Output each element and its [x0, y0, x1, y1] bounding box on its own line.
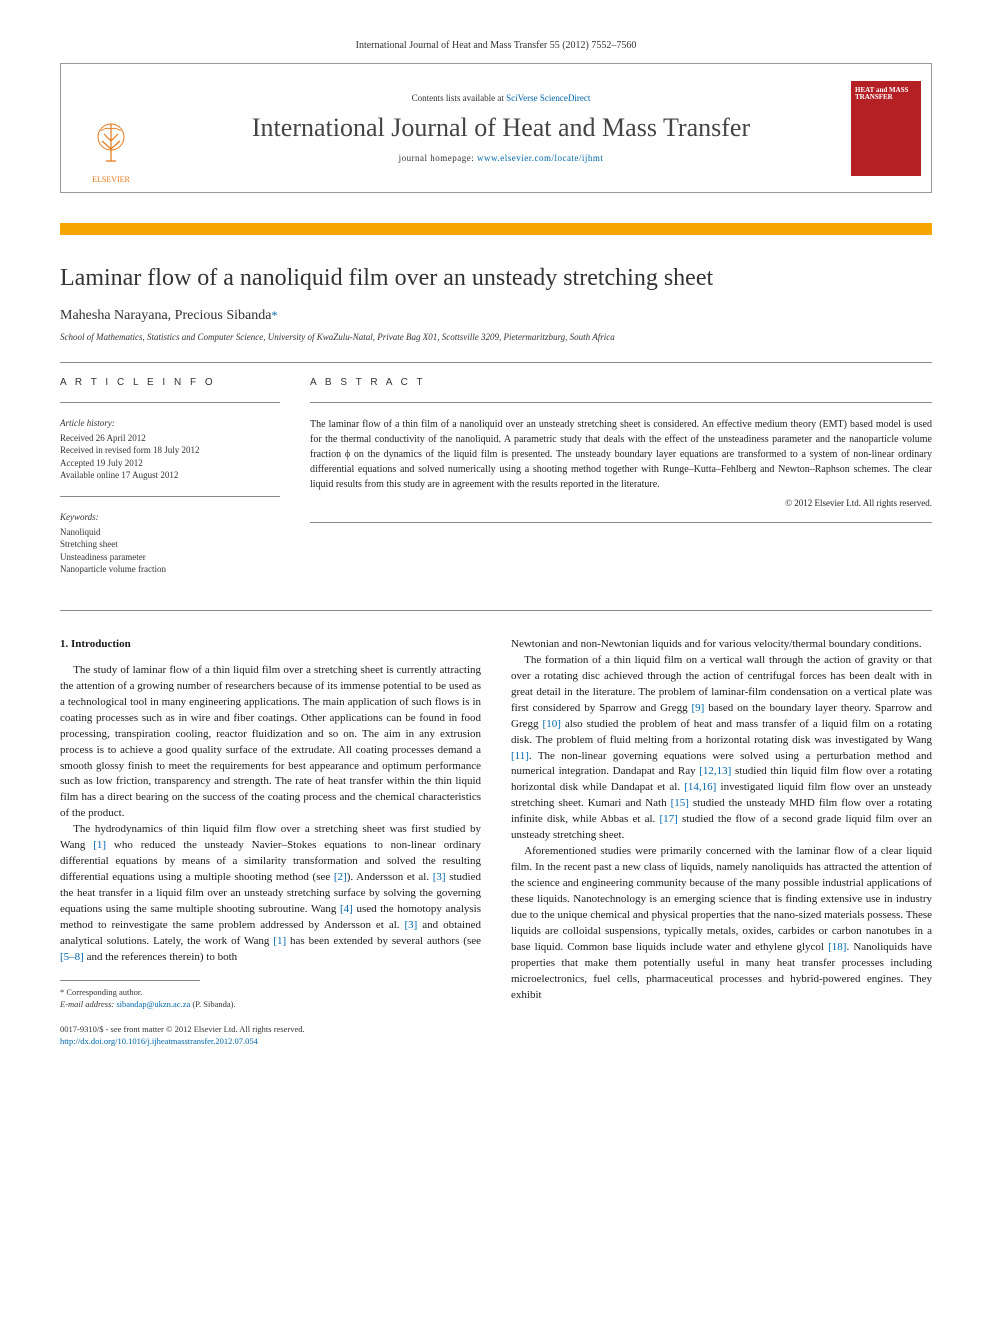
- abstract-heading: A B S T R A C T: [310, 377, 932, 388]
- keywords-block: Keywords: Nanoliquid Stretching sheet Un…: [60, 511, 280, 576]
- ref-14-16[interactable]: [14,16]: [684, 781, 716, 793]
- section-heading: 1. Introduction: [60, 637, 481, 653]
- email-label: E-mail address:: [60, 999, 116, 1009]
- corr-label: * Corresponding author.: [60, 987, 481, 999]
- email-line: E-mail address: sibandap@ukzn.ac.za (P. …: [60, 999, 481, 1011]
- ref-12-13[interactable]: [12,13]: [699, 765, 731, 777]
- info-divider-2: [60, 496, 280, 497]
- ref-15[interactable]: [15]: [671, 797, 689, 809]
- contents-line: Contents lists available at SciVerse Sci…: [161, 93, 841, 103]
- abstract-divider: [310, 402, 932, 403]
- journal-homepage: journal homepage: www.elsevier.com/locat…: [161, 153, 841, 163]
- email-link[interactable]: sibandap@ukzn.ac.za: [116, 999, 190, 1009]
- info-abstract-row: A R T I C L E I N F O Article history: R…: [60, 377, 932, 590]
- ref-1b[interactable]: [1]: [273, 935, 286, 947]
- ref-18[interactable]: [18]: [828, 941, 846, 953]
- history-accepted: Accepted 19 July 2012: [60, 457, 280, 470]
- history-received: Received 26 April 2012: [60, 432, 280, 445]
- cover-area: HEAT and MASS TRANSFER: [841, 64, 931, 192]
- kw-4: Nanoparticle volume fraction: [60, 563, 280, 576]
- elsevier-logo: ELSEVIER: [86, 119, 136, 184]
- authors: Mahesha Narayana, Precious Sibanda*: [60, 308, 932, 324]
- info-heading: A R T I C L E I N F O: [60, 377, 280, 388]
- doi-block: 0017-9310/$ - see front matter © 2012 El…: [60, 1024, 481, 1048]
- cover-title: HEAT and MASS TRANSFER: [855, 87, 917, 102]
- history-revised: Received in revised form 18 July 2012: [60, 444, 280, 457]
- ref-9[interactable]: [9]: [692, 702, 705, 714]
- header-citation: International Journal of Heat and Mass T…: [60, 40, 932, 51]
- abstract: A B S T R A C T The laminar flow of a th…: [310, 377, 932, 590]
- abstract-copyright: © 2012 Elsevier Ltd. All rights reserved…: [310, 498, 932, 508]
- kw-1: Nanoliquid: [60, 526, 280, 539]
- ref-10[interactable]: [10]: [543, 718, 561, 730]
- column-right: Newtonian and non-Newtonian liquids and …: [511, 637, 932, 1048]
- history-label: Article history:: [60, 417, 280, 430]
- col2-p2: The formation of a thin liquid film on a…: [511, 653, 932, 844]
- p2-g: has been extended by several authors (se…: [286, 935, 481, 947]
- divider-top: [60, 362, 932, 363]
- divider-mid: [60, 610, 932, 611]
- accent-bar: [60, 223, 932, 235]
- doi-link[interactable]: http://dx.doi.org/10.1016/j.ijheatmasstr…: [60, 1036, 258, 1046]
- doi-line1: 0017-9310/$ - see front matter © 2012 El…: [60, 1024, 481, 1036]
- affiliation: School of Mathematics, Statistics and Co…: [60, 332, 932, 342]
- c2p3-a: Aforementioned studies were primarily co…: [511, 845, 932, 953]
- history-online: Available online 17 August 2012: [60, 469, 280, 482]
- corr-footnote: * Corresponding author. E-mail address: …: [60, 987, 481, 1011]
- contents-prefix: Contents lists available at: [412, 93, 506, 103]
- info-divider-1: [60, 402, 280, 403]
- journal-banner: ELSEVIER Contents lists available at Sci…: [60, 63, 932, 193]
- journal-cover: HEAT and MASS TRANSFER: [851, 81, 921, 176]
- p2-h: and the references therein) to both: [84, 951, 237, 963]
- article-title: Laminar flow of a nanoliquid film over a…: [60, 265, 932, 292]
- publisher-name: ELSEVIER: [86, 175, 136, 184]
- keywords-label: Keywords:: [60, 511, 280, 524]
- sciencedirect-link[interactable]: SciVerse ScienceDirect: [506, 93, 590, 103]
- abstract-divider-bottom: [310, 522, 932, 523]
- col2-p3: Aforementioned studies were primarily co…: [511, 844, 932, 1003]
- ref-5-8[interactable]: [5–8]: [60, 951, 84, 963]
- ref-3[interactable]: [3]: [433, 871, 446, 883]
- journal-title: International Journal of Heat and Mass T…: [161, 113, 841, 143]
- author-names: Mahesha Narayana, Precious Sibanda: [60, 308, 271, 323]
- ref-17[interactable]: [17]: [659, 813, 677, 825]
- ref-3b[interactable]: [3]: [404, 919, 417, 931]
- kw-2: Stretching sheet: [60, 538, 280, 551]
- doi-line2: http://dx.doi.org/10.1016/j.ijheatmasstr…: [60, 1036, 481, 1048]
- ref-11[interactable]: [11]: [511, 750, 529, 762]
- footnote-divider: [60, 980, 200, 981]
- history-block: Article history: Received 26 April 2012 …: [60, 417, 280, 482]
- elsevier-tree-icon: [86, 119, 136, 169]
- abstract-text: The laminar flow of a thin film of a nan…: [310, 417, 932, 492]
- publisher-logo-area: ELSEVIER: [61, 64, 161, 192]
- corr-asterisk: *: [271, 308, 277, 322]
- homepage-link[interactable]: www.elsevier.com/locate/ijhmt: [477, 153, 603, 163]
- homepage-prefix: journal homepage:: [399, 153, 477, 163]
- article-info: A R T I C L E I N F O Article history: R…: [60, 377, 280, 590]
- ref-1[interactable]: [1]: [93, 839, 106, 851]
- col2-p1: Newtonian and non-Newtonian liquids and …: [511, 637, 932, 653]
- banner-center: Contents lists available at SciVerse Sci…: [161, 64, 841, 192]
- kw-3: Unsteadiness parameter: [60, 551, 280, 564]
- ref-2[interactable]: [2]: [334, 871, 347, 883]
- p2-c: ). Andersson et al.: [347, 871, 433, 883]
- intro-p1: The study of laminar flow of a thin liqu…: [60, 663, 481, 822]
- column-left: 1. Introduction The study of laminar flo…: [60, 637, 481, 1048]
- intro-p2: The hydrodynamics of thin liquid film fl…: [60, 822, 481, 965]
- ref-4[interactable]: [4]: [340, 903, 353, 915]
- c2p2-c: also studied the problem of heat and mas…: [511, 718, 932, 746]
- email-suffix: (P. Sibanda).: [190, 999, 235, 1009]
- body-columns: 1. Introduction The study of laminar flo…: [60, 637, 932, 1048]
